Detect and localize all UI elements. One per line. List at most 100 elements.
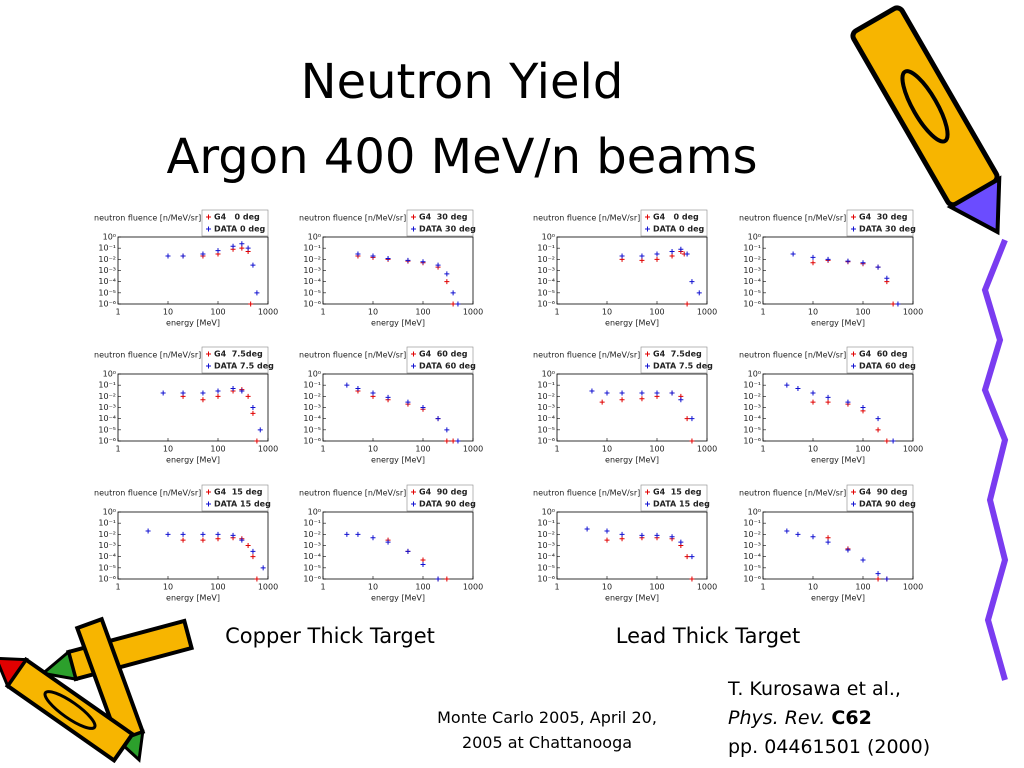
x-tick-label: 100 [210,583,225,592]
x-axis-label: energy [MeV] [605,319,659,328]
data-point [230,386,236,392]
data-point [180,537,186,543]
legend-box [640,484,708,512]
y-tick-label: 10⁻¹ [537,244,555,253]
data-point [678,539,684,545]
y-axis-label: neutron fluence [n/MeV/sr] [533,351,640,360]
y-tick-label: 10⁻¹ [98,244,116,253]
y-tick-label: 10⁻² [537,530,555,539]
x-tick-label: 1000 [258,308,278,317]
legend-marker [206,226,211,232]
x-axis-label: energy [MeV] [371,456,425,465]
data-point [890,438,896,444]
y-tick-label: 10⁰ [308,508,321,517]
y-axis-label: neutron fluence [n/MeV/sr] [94,351,201,360]
x-axis-label: energy [MeV] [811,456,865,465]
data-point [344,382,350,388]
x-tick-label: 1 [115,308,120,317]
data-point [684,251,690,257]
x-tick-label: 1 [554,445,559,454]
y-tick-label: 10⁻² [98,392,116,401]
legend-marker [851,214,856,220]
data-point [405,399,411,405]
y-tick-label: 10⁻⁶ [303,575,321,584]
y-tick-label: 10⁻³ [743,403,761,412]
legend-marker [206,351,211,357]
data-point [239,388,245,394]
chart: neutron fluence [n/MeV/sr] energy [MeV] 10… [299,346,483,465]
data-point [355,251,361,257]
data-point [884,576,890,582]
chart: neutron fluence [n/MeV/sr] energy [MeV] 10… [739,209,923,328]
data-point [810,534,816,540]
caption: Lead Thick Target [616,624,800,648]
x-tick-label: 10 [368,583,378,592]
y-tick-label: 10⁻⁵ [98,288,116,297]
y-tick-label: 10⁻⁶ [98,575,116,584]
y-axis-label: neutron fluence [n/MeV/sr] [94,214,201,223]
y-tick-label: 10⁻⁶ [303,437,321,446]
data-point [444,279,450,285]
data-point [450,301,456,307]
y-tick-label: 10⁻⁴ [98,414,116,423]
data-point [420,557,426,563]
data-point [875,571,881,577]
data-point [860,260,866,266]
y-axis-label: neutron fluence [n/MeV/sr] [533,214,640,223]
citation-volume: C62 [831,707,871,729]
data-point [444,427,450,433]
legend-marker [206,489,211,495]
legend-marker [851,363,856,369]
y-tick-label: 10⁻³ [303,541,321,550]
chart: neutron fluence [n/MeV/sr] energy [MeV] 10… [299,484,483,603]
data-point [795,531,801,537]
y-tick-label: 10⁻⁴ [303,552,321,561]
data-point [696,290,702,296]
data-point [245,245,251,251]
y-tick-label: 10⁻⁶ [98,437,116,446]
data-point [884,275,890,281]
y-tick-label: 10⁻³ [743,266,761,275]
legend-label: DATA 15 deg [653,500,710,509]
y-tick-label: 10⁻⁵ [98,563,116,572]
legend-marker [411,214,416,220]
footer: 2005 at Chattanooga [462,733,632,752]
y-tick-label: 10⁻³ [303,403,321,412]
x-axis-label: energy [MeV] [371,594,425,603]
legend-label: G4 0 deg [653,213,699,222]
legend-marker [206,363,211,369]
legend-box [201,209,269,237]
data-point [810,254,816,260]
legend-marker [645,501,650,507]
data-point [420,259,426,265]
y-tick-label: 10⁻¹ [98,381,116,390]
y-tick-label: 10⁻¹ [537,381,555,390]
x-tick-label: 1 [554,308,559,317]
data-point [165,253,171,259]
data-point [825,399,831,405]
y-tick-label: 10⁻⁴ [743,277,761,286]
legend-marker [645,351,650,357]
x-axis-label: energy [MeV] [605,594,659,603]
data-point [604,537,610,543]
data-point [890,301,896,307]
data-point [860,557,866,563]
y-tick-label: 10⁰ [103,508,116,517]
caption: Copper Thick Target [225,624,435,648]
data-point [584,526,590,532]
legend-box [846,484,914,512]
data-point [385,255,391,261]
y-axis-label: neutron fluence [n/MeV/sr] [739,214,846,223]
chart: neutron fluence [n/MeV/sr] energy [MeV] 10… [94,209,278,328]
data-point [604,528,610,534]
chart: neutron fluence [n/MeV/sr] energy [MeV] 10… [533,484,717,603]
y-tick-label: 10⁻⁵ [537,288,555,297]
data-point [435,262,441,268]
data-point [444,438,450,444]
data-point [678,246,684,252]
data-point [784,528,790,534]
legend-label: DATA 30 deg [859,225,916,234]
x-tick-label: 1000 [697,445,717,454]
legend-label: DATA 90 deg [859,500,916,509]
data-point [845,258,851,264]
